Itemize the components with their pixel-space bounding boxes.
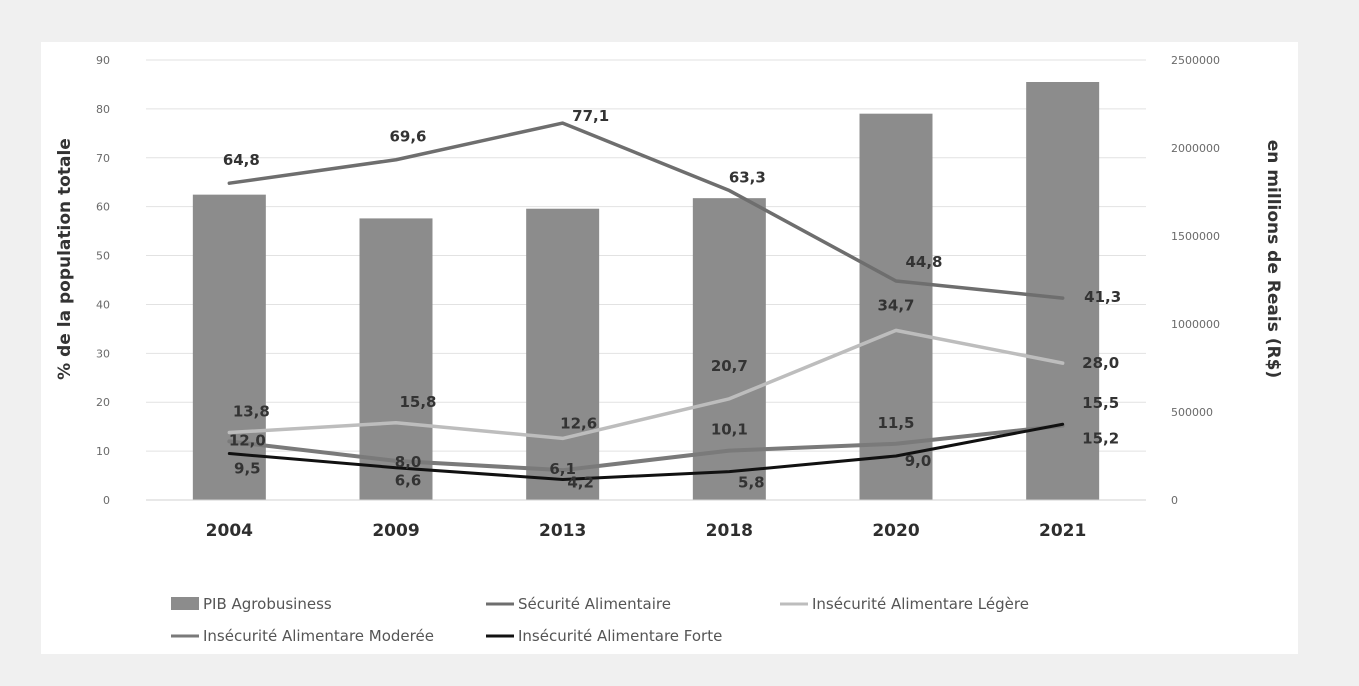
data-label: 15,8 [399, 393, 436, 411]
y-axis-title-right: en millions de Reais (R$) [1263, 140, 1283, 378]
y-tick-label-left: 40 [96, 298, 110, 311]
y-tick-label-right: 500000 [1171, 406, 1213, 419]
chart-card: 64,8 69,6 77,1 63,3 44,8 41,3 13,8 15,8 12,6 20,7… [41, 42, 1298, 654]
x-tick-label: 2013 [539, 521, 586, 541]
bar [192, 194, 266, 500]
y-tick-label-right: 0 [1171, 494, 1178, 507]
legend-label: Sécurité Alimentaire [518, 595, 671, 613]
data-label: 64,8 [223, 151, 260, 169]
x-tick-label: 2018 [706, 521, 753, 541]
data-label: 41,3 [1084, 288, 1121, 306]
x-tick-label: 2021 [1039, 521, 1086, 541]
data-label: 9,5 [234, 460, 261, 478]
axes: 0 10 20 30 40 50 60 70 80 90 0 500000 1000000 1500000… [96, 54, 1220, 541]
y-tick-label-right: 2000000 [1171, 142, 1220, 155]
data-label: 15,2 [1082, 430, 1119, 448]
series-line [227, 423, 1065, 473]
data-label: 69,6 [389, 128, 426, 146]
data-label: 6,1 [549, 460, 576, 478]
data-label: 28,0 [1082, 354, 1119, 372]
series-lines [227, 121, 1065, 481]
y-tick-label-left: 30 [96, 347, 110, 360]
data-label: 15,5 [1082, 394, 1119, 412]
legend-label: PIB Agrobusiness [203, 595, 332, 613]
y-tick-label-left: 20 [96, 396, 110, 409]
x-tick-label: 2020 [872, 521, 919, 541]
data-label: 77,1 [572, 107, 609, 125]
data-label: 12,0 [229, 431, 266, 449]
legend: PIB Agrobusiness Sécurité Alimentaire Insé… [171, 595, 1029, 645]
x-tick-label: 2009 [372, 521, 419, 541]
data-label: 13,8 [233, 403, 270, 421]
data-label: 11,5 [877, 414, 914, 432]
x-tick-label: 2004 [206, 521, 253, 541]
y-tick-label-left: 70 [96, 152, 110, 165]
data-labels: 64,8 69,6 77,1 63,3 44,8 41,3 13,8 15,8 12,6 20,7… [223, 107, 1121, 492]
y-tick-label-right: 1000000 [1171, 318, 1220, 331]
series-line [227, 328, 1065, 441]
data-label: 9,0 [905, 452, 932, 470]
data-label: 8,0 [395, 453, 422, 471]
data-label: 6,6 [395, 472, 422, 490]
bar [526, 208, 600, 500]
bar [359, 218, 433, 500]
series-line [227, 422, 1065, 481]
data-label: 12,6 [560, 414, 597, 432]
legend-label: Insécurité Alimentare Légère [812, 595, 1029, 613]
data-label: 63,3 [729, 169, 766, 187]
data-label: 5,8 [738, 474, 765, 492]
y-axis-title-left: % de la population totale [55, 138, 75, 380]
y-tick-label-left: 0 [103, 494, 110, 507]
data-label: 20,7 [711, 357, 748, 375]
data-label: 10,1 [711, 421, 748, 439]
legend-label: Insécurité Alimentare Forte [518, 627, 722, 645]
y-tick-label-right: 2500000 [1171, 54, 1220, 67]
data-label: 34,7 [877, 296, 914, 314]
legend-label: Insécurité Alimentare Moderée [203, 627, 434, 645]
y-tick-label-left: 80 [96, 103, 110, 116]
y-tick-label-left: 90 [96, 54, 110, 67]
series-line [227, 121, 1065, 300]
y-tick-label-left: 10 [96, 445, 110, 458]
data-label: 4,2 [567, 473, 594, 491]
bar [859, 113, 933, 501]
legend-swatch [171, 597, 199, 610]
data-label: 44,8 [905, 253, 942, 271]
y-tick-label-left: 60 [96, 201, 110, 214]
y-tick-label-right: 1500000 [1171, 230, 1220, 243]
chart: 64,8 69,6 77,1 63,3 44,8 41,3 13,8 15,8 12,6 20,7… [55, 54, 1283, 645]
y-tick-label-left: 50 [96, 250, 110, 263]
